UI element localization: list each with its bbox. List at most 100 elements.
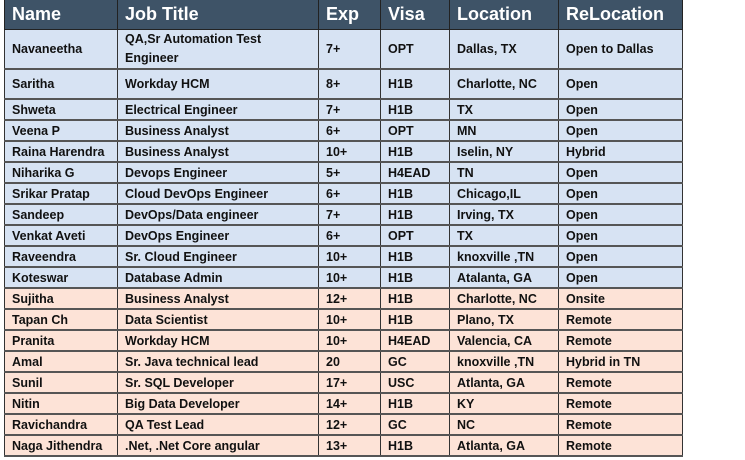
cell-location: Plano, TX	[449, 308, 559, 331]
cell-location: Charlotte, NC	[449, 287, 559, 310]
cell-job-title: Sr. SQL Developer	[117, 371, 319, 394]
cell-job-title: QA,Sr Automation Test Engineer	[117, 29, 319, 70]
table-row: Niharika G Devops Engineer 5+ H4EAD TN Open	[4, 161, 683, 184]
cell-job-title: QA Test Lead	[117, 413, 319, 436]
cell-relocation: Hybrid	[558, 140, 683, 163]
cell-relocation: Remote	[558, 371, 683, 394]
cell-exp: 10+	[318, 245, 381, 268]
cell-job-title: Sr. Java technical lead	[117, 350, 319, 373]
cell-job-title: Sr. Cloud Engineer	[117, 245, 319, 268]
cell-job-title: Business Analyst	[117, 287, 319, 310]
table-row: Tapan Ch Data Scientist 10+ H1B Plano, TX Rem…	[4, 308, 683, 331]
cell-relocation: Onsite	[558, 287, 683, 310]
header-visa: Visa	[380, 0, 450, 30]
cell-job-title: Data Scientist	[117, 308, 319, 331]
cell-exp: 6+	[318, 182, 381, 205]
cell-relocation: Open	[558, 266, 683, 289]
cell-name: Sunil	[4, 371, 118, 394]
cell-name: Niharika G	[4, 161, 118, 184]
cell-job-title: Business Analyst	[117, 140, 319, 163]
cell-relocation: Remote	[558, 329, 683, 352]
table-row: Naga Jithendra .Net, .Net Core angular 13+…	[4, 434, 683, 457]
cell-relocation: Open	[558, 245, 683, 268]
cell-exp: 8+	[318, 68, 381, 100]
candidates-table: Name Job Title Exp Visa Location ReLocation N…	[4, 0, 683, 457]
table-row: Ravichandra QA Test Lead 12+ GC NC Remote	[4, 413, 683, 436]
header-exp: Exp	[318, 0, 381, 30]
cell-job-title: DevOps/Data engineer	[117, 203, 319, 226]
cell-job-title: .Net, .Net Core angular	[117, 434, 319, 457]
cell-name: Ravichandra	[4, 413, 118, 436]
table-row: Venkat Aveti DevOps Engineer 6+ OPT TX Open	[4, 224, 683, 247]
cell-exp: 10+	[318, 308, 381, 331]
cell-visa: H1B	[380, 182, 450, 205]
cell-visa: H4EAD	[380, 161, 450, 184]
cell-exp: 10+	[318, 329, 381, 352]
cell-relocation: Open	[558, 98, 683, 121]
cell-location: Chicago,IL	[449, 182, 559, 205]
cell-visa: H1B	[380, 203, 450, 226]
cell-job-title: Business Analyst	[117, 119, 319, 142]
cell-visa: H1B	[380, 266, 450, 289]
cell-visa: H1B	[380, 308, 450, 331]
table-row: Shweta Electrical Engineer 7+ H1B TX Open	[4, 98, 683, 121]
cell-exp: 7+	[318, 203, 381, 226]
cell-relocation: Open	[558, 203, 683, 226]
cell-job-title: Electrical Engineer	[117, 98, 319, 121]
cell-visa: H1B	[380, 434, 450, 457]
cell-name: Srikar Pratap	[4, 182, 118, 205]
cell-exp: 7+	[318, 98, 381, 121]
cell-relocation: Remote	[558, 308, 683, 331]
cell-exp: 14+	[318, 392, 381, 415]
table-row: Navaneetha QA,Sr Automation Test Engineer…	[4, 29, 683, 70]
cell-name: Koteswar	[4, 266, 118, 289]
cell-job-title: Workday HCM	[117, 329, 319, 352]
cell-job-title: Cloud DevOps Engineer	[117, 182, 319, 205]
table-row: Sunil Sr. SQL Developer 17+ USC Atlanta, GA R…	[4, 371, 683, 394]
cell-job-title: Workday HCM	[117, 68, 319, 100]
cell-name: Raina Harendra	[4, 140, 118, 163]
cell-relocation: Open to Dallas	[558, 29, 683, 70]
cell-relocation: Open	[558, 182, 683, 205]
cell-visa: H1B	[380, 392, 450, 415]
cell-relocation: Open	[558, 68, 683, 100]
table-row: Sandeep DevOps/Data engineer 7+ H1B Irving, …	[4, 203, 683, 226]
cell-visa: OPT	[380, 29, 450, 70]
table-row: Nitin Big Data Developer 14+ H1B KY Remote	[4, 392, 683, 415]
cell-visa: H1B	[380, 68, 450, 100]
cell-visa: H1B	[380, 287, 450, 310]
cell-name: Shweta	[4, 98, 118, 121]
table-row: Raveendra Sr. Cloud Engineer 10+ H1B knoxvil…	[4, 245, 683, 268]
cell-relocation: Open	[558, 119, 683, 142]
cell-visa: GC	[380, 413, 450, 436]
cell-job-title: DevOps Engineer	[117, 224, 319, 247]
header-row: Name Job Title Exp Visa Location ReLocation	[4, 0, 683, 30]
table-row: Pranita Workday HCM 10+ H4EAD Valencia, CA Re…	[4, 329, 683, 352]
cell-location: Dallas, TX	[449, 29, 559, 70]
table-row: Amal Sr. Java technical lead 20 GC knoxville…	[4, 350, 683, 373]
table-row: Koteswar Database Admin 10+ H1B Atalanta, GA…	[4, 266, 683, 289]
cell-visa: GC	[380, 350, 450, 373]
cell-name: Pranita	[4, 329, 118, 352]
cell-relocation: Remote	[558, 434, 683, 457]
cell-location: KY	[449, 392, 559, 415]
cell-exp: 10+	[318, 140, 381, 163]
cell-name: Amal	[4, 350, 118, 373]
cell-location: Charlotte, NC	[449, 68, 559, 100]
cell-job-title: Devops Engineer	[117, 161, 319, 184]
table-row: Srikar Pratap Cloud DevOps Engineer 6+ H1B C…	[4, 182, 683, 205]
cell-exp: 10+	[318, 266, 381, 289]
table-row: Saritha Workday HCM 8+ H1B Charlotte, NC Open	[4, 68, 683, 100]
cell-exp: 17+	[318, 371, 381, 394]
cell-location: TN	[449, 161, 559, 184]
cell-relocation: Hybrid in TN	[558, 350, 683, 373]
cell-exp: 5+	[318, 161, 381, 184]
cell-name: Tapan Ch	[4, 308, 118, 331]
cell-name: Nitin	[4, 392, 118, 415]
cell-location: Valencia, CA	[449, 329, 559, 352]
table-row: Veena P Business Analyst 6+ OPT MN Open	[4, 119, 683, 142]
cell-location: Atlanta, GA	[449, 434, 559, 457]
table-row: Raina Harendra Business Analyst 10+ H1B Isel…	[4, 140, 683, 163]
cell-job-title: Database Admin	[117, 266, 319, 289]
cell-job-title: Big Data Developer	[117, 392, 319, 415]
